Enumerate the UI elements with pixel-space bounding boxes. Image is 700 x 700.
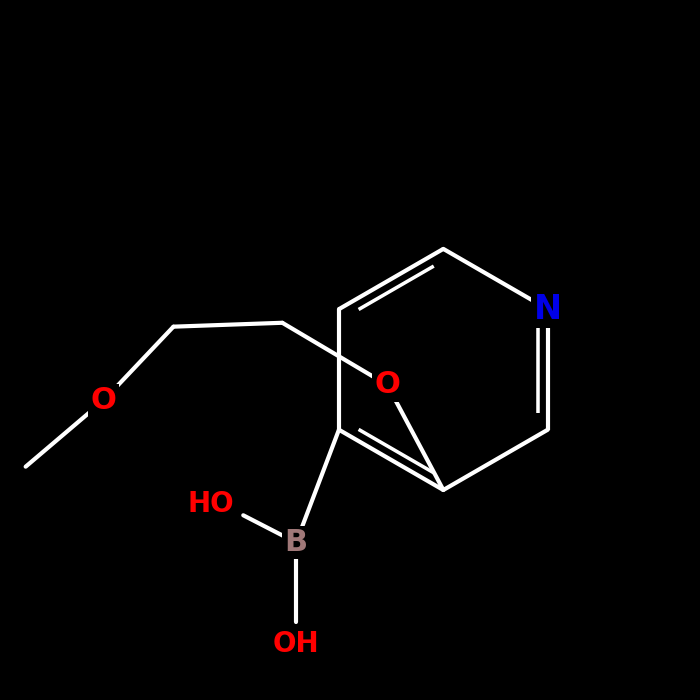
Text: OH: OH [273, 629, 319, 657]
Text: HO: HO [188, 489, 234, 517]
Text: O: O [374, 370, 400, 400]
Text: O: O [90, 386, 116, 415]
Text: N: N [533, 293, 562, 326]
Text: B: B [285, 528, 308, 557]
